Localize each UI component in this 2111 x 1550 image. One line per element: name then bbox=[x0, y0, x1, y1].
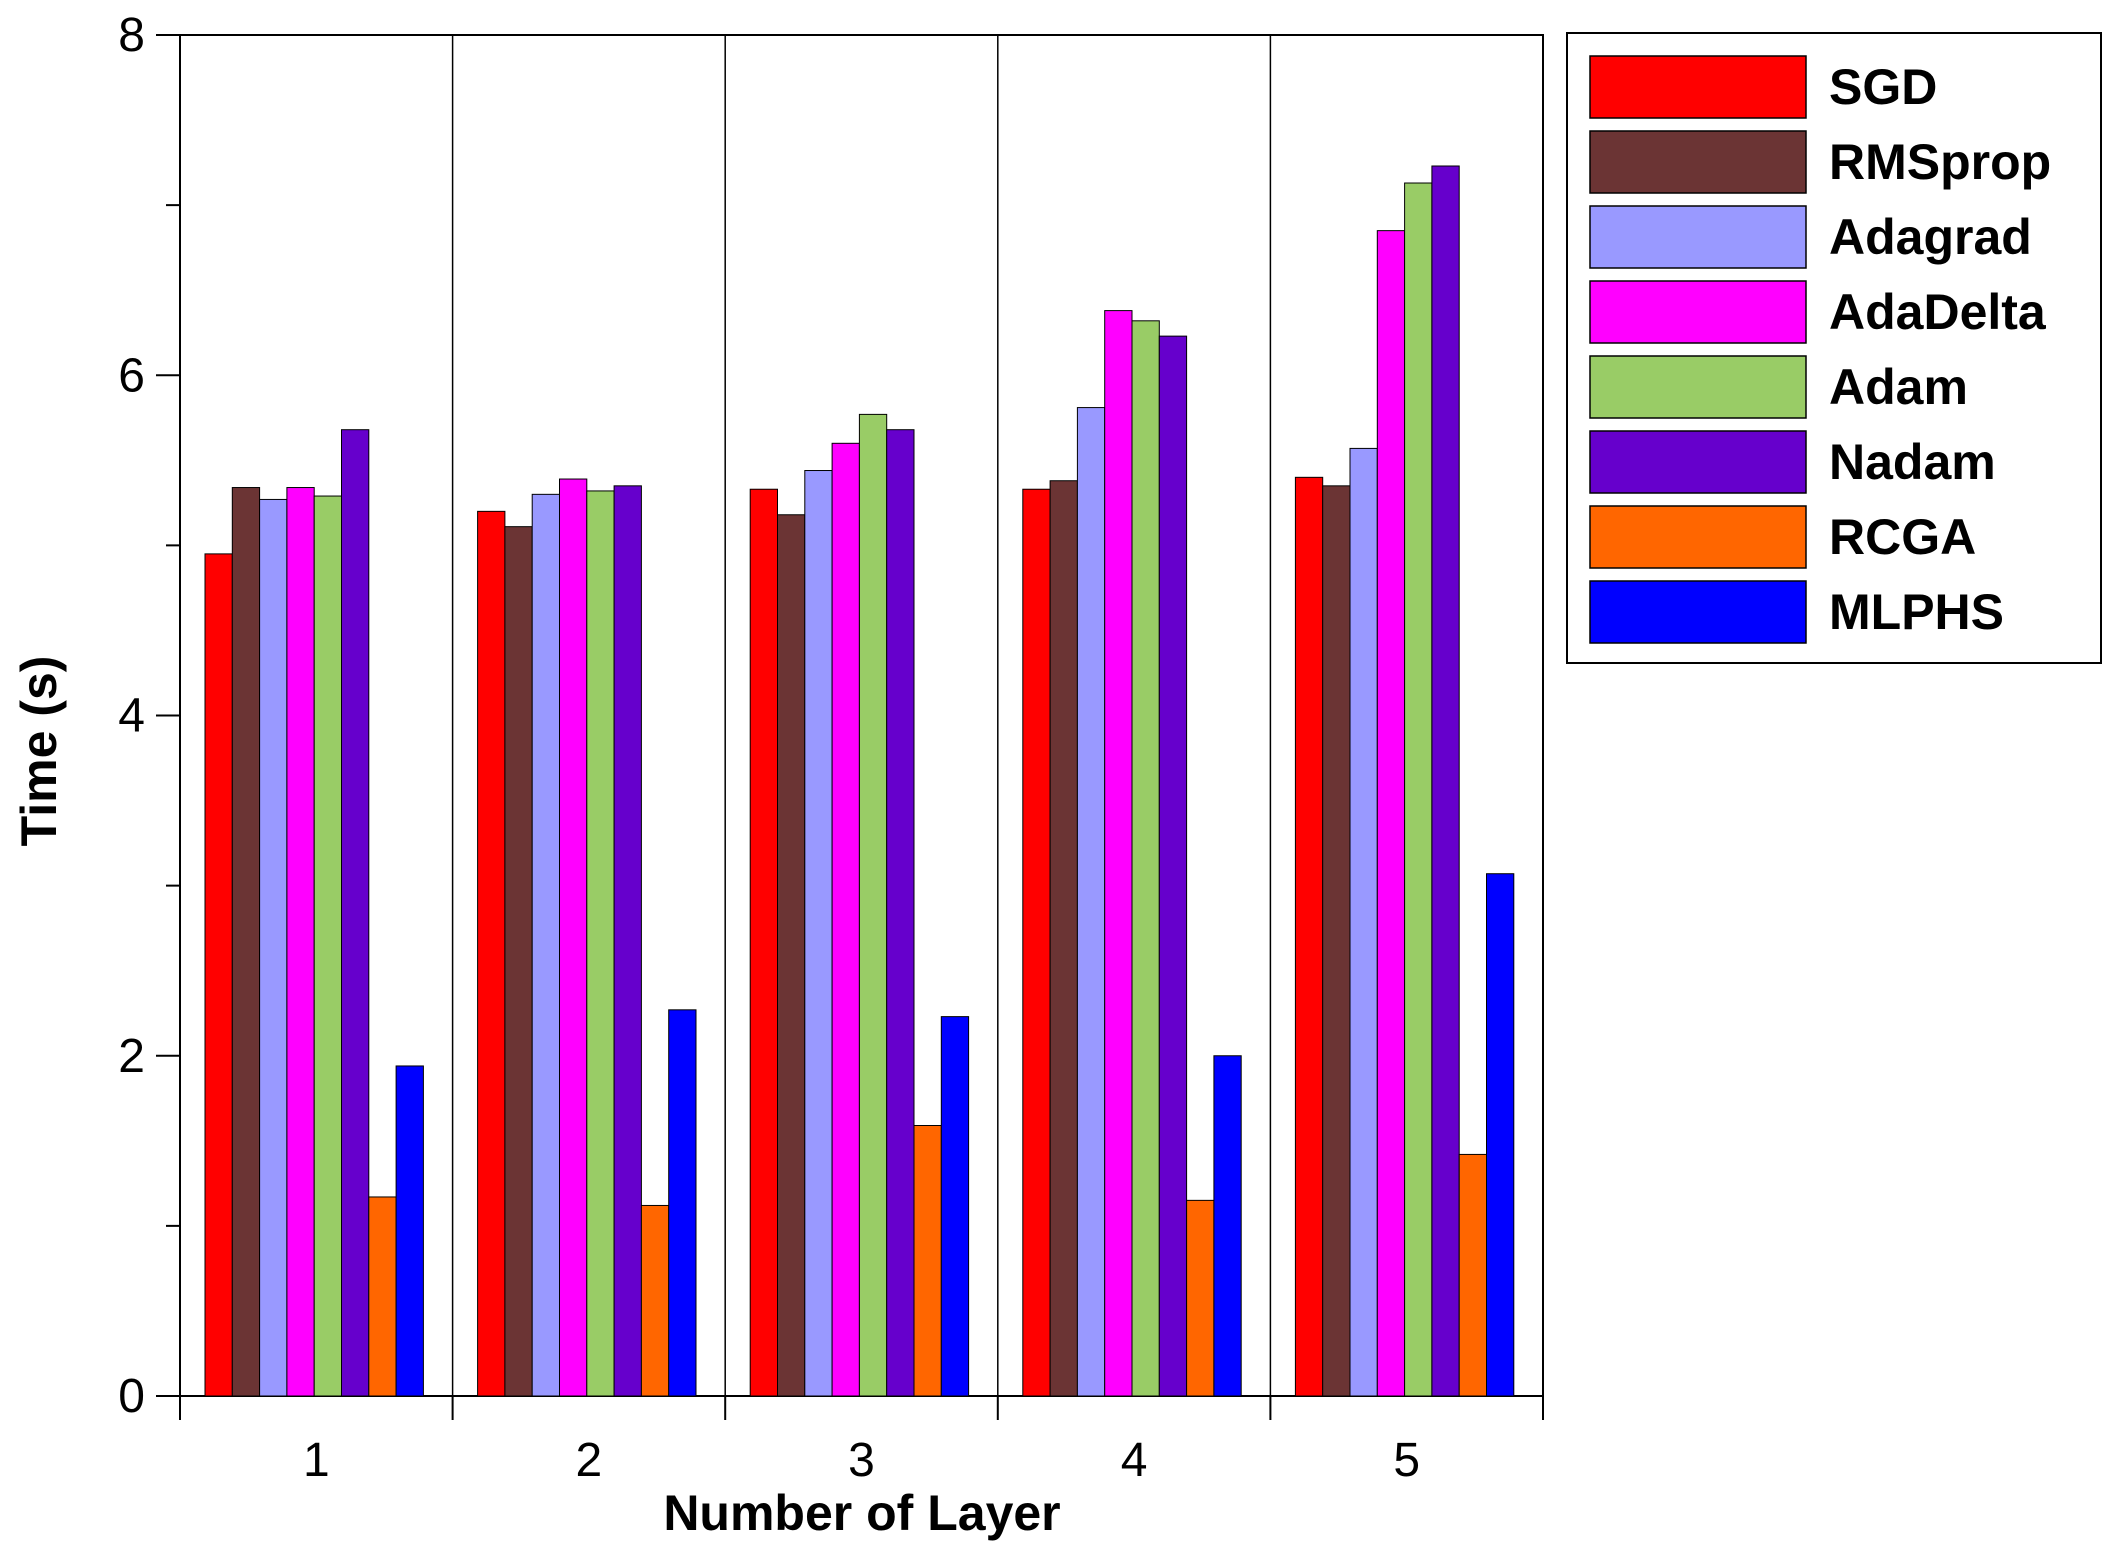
bars bbox=[204, 165, 1515, 1397]
bar-sgd-layer-4 bbox=[1022, 488, 1051, 1397]
legend-swatch-mlphs bbox=[1589, 580, 1807, 644]
bar-adagrad-layer-3 bbox=[804, 470, 833, 1397]
legend-swatch-adagrad bbox=[1589, 205, 1807, 269]
x-tick-label: 1 bbox=[303, 1434, 330, 1487]
legend-swatch-adam bbox=[1589, 355, 1807, 419]
bar-nadam-layer-3 bbox=[886, 429, 915, 1397]
bar-adam-layer-2 bbox=[586, 490, 615, 1397]
bar-adam-layer-1 bbox=[313, 495, 343, 1397]
bar-rmsprop-layer-2 bbox=[504, 526, 533, 1397]
bar-adagrad-layer-5 bbox=[1349, 447, 1378, 1397]
x-axis-title: Number of Layer bbox=[663, 1485, 1060, 1541]
bar-rmsprop-layer-4 bbox=[1049, 480, 1078, 1397]
y-tick-label: 4 bbox=[118, 690, 145, 743]
bar-rcga-layer-3 bbox=[913, 1125, 942, 1397]
bar-rcga-layer-5 bbox=[1458, 1153, 1487, 1397]
legend: SGD RMSprop Adagrad AdaDelta Adam Nadam RCGA ML… bbox=[1566, 32, 2102, 664]
legend-swatch-sgd bbox=[1589, 55, 1807, 119]
ticks: 0 2 4 6 8 1 2 3 4 5 bbox=[118, 9, 1544, 1487]
bar-nadam-layer-2 bbox=[613, 485, 642, 1397]
legend-label-rmsprop: RMSprop bbox=[1829, 134, 2051, 190]
legend-label-rcga: RCGA bbox=[1829, 509, 1976, 565]
legend-swatch-adadelta bbox=[1589, 280, 1807, 344]
bar-adadelta-layer-3 bbox=[831, 442, 860, 1397]
bar-mlphs-layer-3 bbox=[940, 1016, 970, 1397]
bar-rcga-layer-4 bbox=[1186, 1199, 1215, 1397]
bar-adagrad-layer-1 bbox=[259, 498, 288, 1397]
bar-adam-layer-4 bbox=[1131, 320, 1160, 1397]
x-tick-label: 5 bbox=[1393, 1434, 1420, 1487]
bar-rcga-layer-2 bbox=[640, 1204, 670, 1397]
y-axis-title: Time (s) bbox=[11, 656, 67, 847]
bar-nadam-layer-4 bbox=[1158, 335, 1188, 1397]
x-tick-label: 3 bbox=[848, 1434, 875, 1487]
bar-mlphs-layer-4 bbox=[1213, 1055, 1242, 1397]
bar-rmsprop-layer-5 bbox=[1322, 485, 1351, 1397]
bar-mlphs-layer-5 bbox=[1486, 873, 1515, 1397]
legend-label-sgd: SGD bbox=[1829, 59, 1937, 115]
legend-label-mlphs: MLPHS bbox=[1829, 584, 2004, 640]
bar-sgd-layer-5 bbox=[1294, 476, 1324, 1397]
legend-label-nadam: Nadam bbox=[1829, 434, 1996, 490]
bar-rmsprop-layer-3 bbox=[777, 514, 806, 1397]
bar-rcga-layer-1 bbox=[368, 1196, 397, 1397]
y-tick-label: 2 bbox=[118, 1030, 145, 1083]
bar-sgd-layer-1 bbox=[204, 553, 233, 1397]
bar-sgd-layer-2 bbox=[477, 510, 506, 1397]
legend-swatch-rmsprop bbox=[1589, 130, 1807, 194]
y-tick-label: 6 bbox=[118, 349, 145, 402]
bar-mlphs-layer-1 bbox=[395, 1065, 424, 1397]
legend-label-adadelta: AdaDelta bbox=[1829, 284, 2047, 340]
bar-adadelta-layer-4 bbox=[1104, 310, 1133, 1397]
y-tick-label: 0 bbox=[118, 1370, 145, 1423]
bar-adagrad-layer-4 bbox=[1076, 407, 1106, 1397]
legend-label-adagrad: Adagrad bbox=[1829, 209, 2032, 265]
bar-adagrad-layer-2 bbox=[531, 493, 561, 1397]
bar-adadelta-layer-5 bbox=[1376, 230, 1406, 1397]
bar-adam-layer-3 bbox=[858, 413, 888, 1397]
bar-nadam-layer-1 bbox=[341, 429, 370, 1397]
bar-adadelta-layer-2 bbox=[559, 478, 588, 1397]
bar-nadam-layer-5 bbox=[1431, 165, 1460, 1397]
bar-adam-layer-5 bbox=[1404, 182, 1433, 1397]
bar-sgd-layer-3 bbox=[749, 488, 779, 1397]
bar-rmsprop-layer-1 bbox=[231, 487, 261, 1397]
legend-swatch-nadam bbox=[1589, 430, 1807, 494]
legend-label-adam: Adam bbox=[1829, 359, 1968, 415]
bar-mlphs-layer-2 bbox=[668, 1009, 697, 1397]
y-tick-label: 8 bbox=[118, 9, 145, 62]
x-tick-label: 4 bbox=[1121, 1434, 1148, 1487]
bar-adadelta-layer-1 bbox=[286, 487, 315, 1397]
legend-swatch-rcga bbox=[1589, 505, 1807, 569]
x-tick-label: 2 bbox=[576, 1434, 603, 1487]
